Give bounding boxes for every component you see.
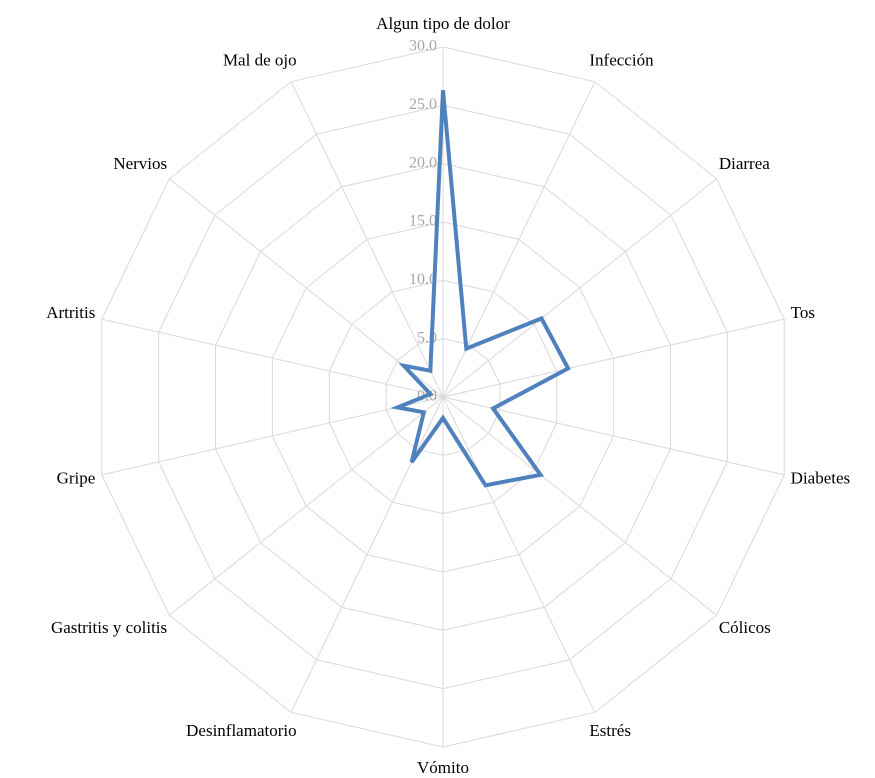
spoke: [169, 396, 444, 616]
spoke: [290, 396, 444, 713]
category-label: Nervios: [113, 154, 167, 173]
category-label: Diabetes: [791, 469, 850, 488]
category-label: Estrés: [589, 721, 631, 740]
radar-line: [390, 89, 571, 488]
spoke: [290, 81, 444, 398]
spoke: [442, 178, 717, 398]
category-label: Vómito: [417, 758, 469, 777]
category-label: Infección: [589, 51, 654, 70]
category-label: Tos: [791, 303, 815, 322]
category-label: Artritis: [46, 303, 95, 322]
spoke: [169, 178, 444, 398]
spoke: [442, 396, 785, 476]
r-tick-label: 20.0: [409, 154, 437, 171]
category-label: Gripe: [57, 469, 96, 488]
category-label: Algun tipo de dolor: [376, 14, 510, 33]
r-tick-label: 30.0: [409, 38, 437, 55]
r-tick-label: 25.0: [409, 96, 437, 113]
spoke: [442, 396, 717, 616]
category-label: Desinflamatorio: [186, 721, 296, 740]
spoke: [101, 318, 444, 398]
category-label: Cólicos: [719, 618, 771, 637]
spoke: [442, 81, 596, 398]
r-tick-label: 10.0: [409, 271, 437, 288]
spoke: [442, 318, 785, 398]
category-label: Mal de ojo: [223, 51, 297, 70]
category-label: Gastritis y colitis: [51, 618, 167, 637]
spoke: [442, 396, 596, 713]
spoke: [101, 396, 444, 476]
r-tick-label: 15.0: [409, 213, 437, 230]
category-label: Diarrea: [719, 154, 770, 173]
